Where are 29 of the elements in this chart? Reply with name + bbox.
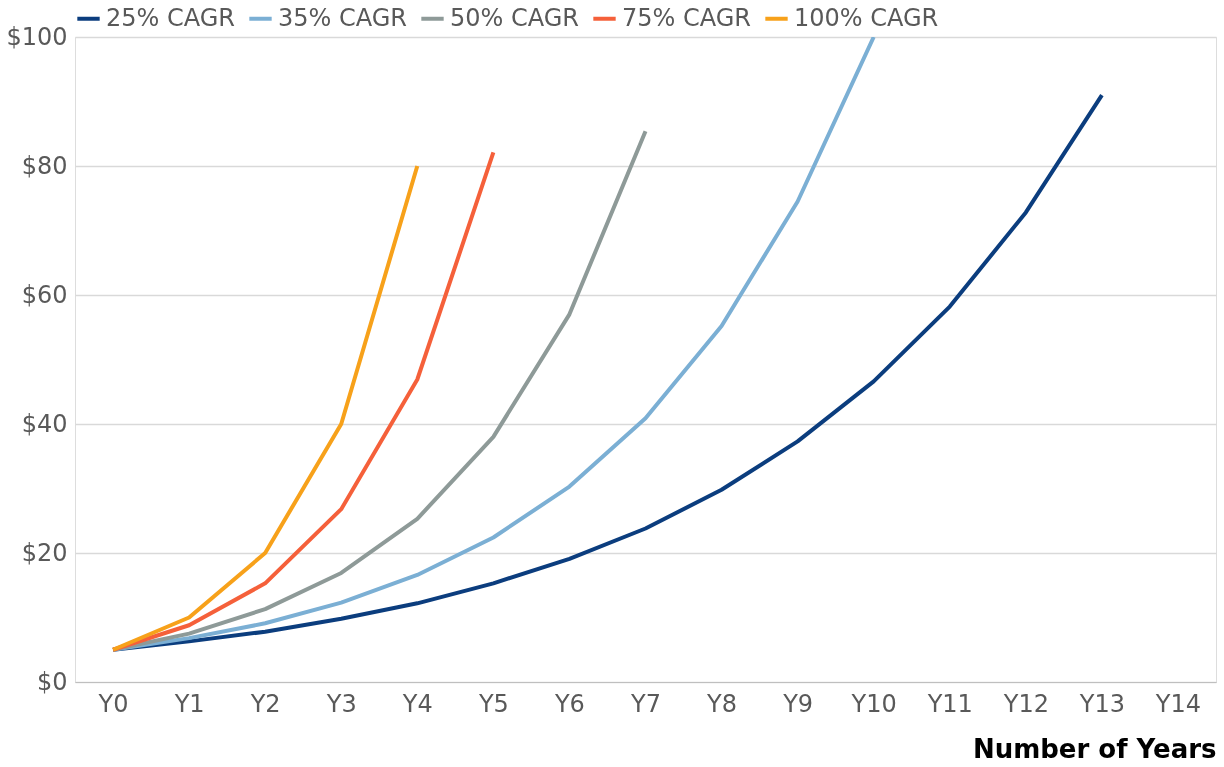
x-tick-label: Y8	[706, 689, 738, 718]
legend-label: 25% CAGR	[106, 3, 235, 32]
x-tick-label: Y3	[325, 689, 357, 718]
x-tick-label: Y9	[782, 689, 814, 718]
legend-label: 75% CAGR	[622, 3, 751, 32]
x-tick-label: Y0	[97, 689, 129, 718]
y-tick-label: $40	[21, 409, 68, 438]
legend-label: 50% CAGR	[450, 3, 579, 32]
x-tick-label: Y13	[1078, 689, 1125, 718]
x-tick-label: Y7	[630, 689, 661, 718]
line-series	[111, 164, 420, 652]
x-tick-label: Y14	[1154, 689, 1202, 718]
y-tick-label: $100	[6, 22, 68, 51]
legend-label: 35% CAGR	[278, 3, 407, 32]
legend-label: 100% CAGR	[794, 3, 939, 32]
y-tick-label: $20	[21, 538, 68, 567]
line-series	[111, 129, 648, 652]
y-tick-label: $60	[21, 280, 68, 309]
x-tick-label: Y10	[850, 689, 897, 718]
y-tick-label: $80	[21, 151, 68, 180]
x-tick-label: Y11	[926, 689, 973, 718]
x-tick-label: Y4	[401, 689, 433, 718]
x-tick-label: Y12	[1002, 689, 1049, 718]
x-tick-label: Y5	[477, 689, 509, 718]
x-tick-label: Y1	[173, 689, 205, 718]
x-axis-title: Number of Years	[972, 733, 1217, 764]
x-tick-label: Y2	[249, 689, 281, 718]
y-tick-label: $0	[36, 667, 68, 696]
x-tick-label: Y6	[553, 689, 585, 718]
